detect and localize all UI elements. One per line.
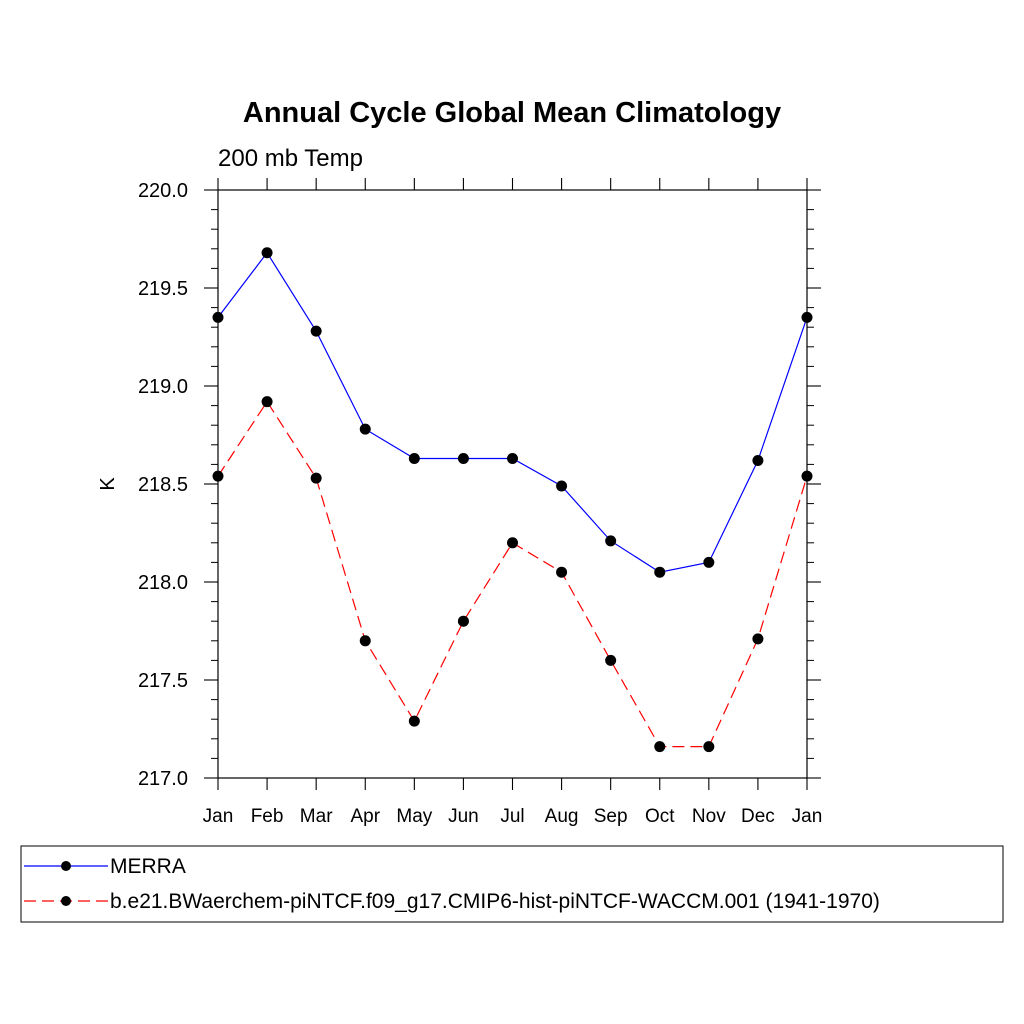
data-point-model <box>457 615 469 627</box>
data-point-merra <box>605 535 617 547</box>
data-point-model <box>752 633 764 645</box>
y-tick-label: 218.5 <box>138 474 188 496</box>
plot-frame <box>217 189 808 779</box>
data-point-merra <box>457 453 469 465</box>
data-point-model <box>507 537 518 549</box>
legend-label-merra: MERRA <box>110 855 186 878</box>
axis-ticks <box>204 178 821 790</box>
x-tick-label: Jul <box>500 806 524 827</box>
legend-marker-merra <box>61 861 71 871</box>
legend-frame <box>20 845 1004 923</box>
x-tick-labels: Jan Feb Mar Apr May Jun Jul Aug Sep Oct Nov Dec Jan <box>203 806 823 827</box>
plot-series <box>212 247 813 753</box>
y-tick-label: 218.0 <box>138 572 188 594</box>
y-axis-label: K <box>97 477 119 491</box>
x-tick-label: Jun <box>448 806 479 827</box>
data-point-merra <box>654 566 666 578</box>
data-point-model <box>310 472 322 484</box>
chart-subtitle: 200 mb Temp <box>218 145 363 172</box>
y-tick-label: 217.5 <box>138 670 188 692</box>
data-point-merra <box>359 423 371 435</box>
chart-title: Annual Cycle Global Mean Climatology <box>243 97 781 129</box>
data-point-model <box>703 741 715 753</box>
data-point-model <box>654 741 666 753</box>
data-point-model <box>408 715 420 727</box>
series-line-merra <box>217 251 808 573</box>
y-tick-label: 220.0 <box>138 180 188 202</box>
x-tick-label: Jan <box>792 806 823 827</box>
x-tick-label: Feb <box>251 806 284 827</box>
x-tick-label: May <box>396 806 432 827</box>
legend-marker-model <box>61 896 71 906</box>
legend-label-model: b.e21.BWaerchem-piNTCF.f09_g17.CMIP6-his… <box>110 890 880 913</box>
data-point-merra <box>408 453 420 465</box>
x-tick-label: Nov <box>692 806 726 827</box>
data-point-merra <box>261 247 273 259</box>
y-tick-labels: 217.0 217.5 218.0 218.5 219.0 219.5 220.0 <box>138 180 188 790</box>
x-tick-label: Jan <box>203 806 234 827</box>
legend: MERRA b.e21.BWaerchem-piNTCF.f09_g17.CMI… <box>20 845 1004 923</box>
y-tick-label: 219.0 <box>138 376 188 398</box>
data-point-merra <box>703 556 715 568</box>
data-point-model <box>556 566 568 578</box>
data-point-model <box>359 635 371 647</box>
data-point-merra <box>752 454 764 466</box>
data-point-model <box>605 654 617 666</box>
x-tick-label: Sep <box>594 806 628 827</box>
x-tick-label: Apr <box>350 806 380 827</box>
x-tick-label: Aug <box>545 806 579 827</box>
y-tick-label: 219.5 <box>138 278 188 300</box>
y-tick-label: 217.0 <box>138 768 188 790</box>
data-point-model <box>261 396 273 408</box>
x-tick-label: Oct <box>645 806 675 827</box>
data-point-merra <box>556 480 568 492</box>
data-point-merra <box>310 325 322 337</box>
data-point-merra <box>507 453 518 465</box>
x-tick-label: Dec <box>741 806 775 827</box>
x-tick-label: Mar <box>300 806 333 827</box>
